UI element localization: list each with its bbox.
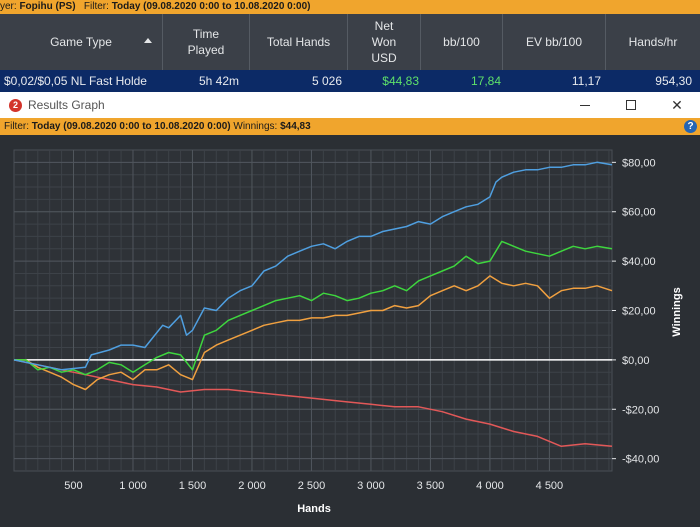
- x-tick-label: 3 000: [357, 480, 385, 492]
- x-tick-label: 500: [64, 480, 82, 492]
- y-tick-label: $60,00: [622, 207, 656, 219]
- x-tick-label: 2 500: [298, 480, 326, 492]
- window-title: Results Graph: [28, 98, 105, 112]
- cell-bb100: 17,84: [470, 74, 501, 88]
- grid-major: [14, 150, 612, 471]
- close-icon: ✕: [671, 96, 683, 113]
- results-graph: 500 1 000 1 500 2 000 2 500 3 000 3 500 4 000 4 …: [0, 135, 700, 522]
- help-icon[interactable]: ?: [684, 120, 697, 133]
- y-tick-label: $40,00: [622, 256, 656, 268]
- column-label: Net Won USD: [371, 19, 397, 65]
- player-label: yer:: [0, 1, 17, 12]
- x-axis-label: Hands: [297, 503, 331, 515]
- stats-table-header: Game Type Time Played Total Hands Net Wo…: [0, 14, 700, 70]
- x-tick-label: 3 500: [417, 480, 445, 492]
- series-line-3: [13, 359, 613, 448]
- close-button[interactable]: ✕: [654, 92, 700, 118]
- column-header-bb100[interactable]: bb/100: [421, 14, 503, 70]
- column-label: Game Type: [50, 35, 112, 49]
- column-header-time-played[interactable]: Time Played: [163, 14, 250, 70]
- column-label: Total Hands: [266, 35, 331, 49]
- player-value[interactable]: Fopihu (PS): [19, 1, 76, 12]
- cell-time-played: 5h 42m: [198, 74, 239, 88]
- top-filter-value[interactable]: Today (09.08.2020 0:00 to 10.08.2020 0:0…: [111, 1, 311, 12]
- minimize-button[interactable]: [562, 92, 608, 118]
- column-label: bb/100: [443, 35, 480, 49]
- column-label: Hands/hr: [628, 35, 678, 49]
- winnings-label: Winnings:: [233, 121, 278, 132]
- column-label: EV bb/100: [525, 35, 583, 49]
- column-header-net-won[interactable]: Net Won USD: [348, 14, 421, 70]
- top-filter-label: Filter:: [83, 1, 109, 12]
- y-axis-label: Winnings: [671, 287, 683, 336]
- top-filter-bar: yer: Fopihu (PS) Filter: Today (09.08.20…: [0, 0, 700, 14]
- y-tick-label: -$20,00: [622, 404, 659, 416]
- column-header-game-type[interactable]: Game Type: [0, 14, 163, 70]
- cell-hands-hr: 954,30: [655, 74, 692, 88]
- x-tick-label: 1 500: [179, 480, 207, 492]
- sort-ascending-icon: [144, 38, 152, 43]
- cell-ev-bb100: 11,17: [571, 74, 601, 88]
- x-tick-label: 2 000: [238, 480, 266, 492]
- graph-filter-bar: Filter: Today (09.08.2020 0:00 to 10.08.…: [0, 118, 700, 135]
- y-tick-label: $80,00: [622, 157, 656, 169]
- column-header-total-hands[interactable]: Total Hands: [250, 14, 348, 70]
- maximize-button[interactable]: [608, 92, 654, 118]
- cell-net-won: $44,83: [382, 74, 419, 88]
- minimize-icon: [580, 104, 590, 106]
- y-tick-label: -$40,00: [622, 454, 659, 466]
- window-titlebar: 2 Results Graph ✕: [0, 92, 700, 118]
- column-header-hands-hr[interactable]: Hands/hr: [606, 14, 700, 70]
- maximize-icon: [626, 100, 636, 110]
- x-tick-label: 4 500: [536, 480, 564, 492]
- table-row[interactable]: $0,02/$0,05 NL Fast Holde 5h 42m 5 026 $…: [0, 70, 700, 92]
- series-line-0: [13, 161, 613, 371]
- filter-label: Filter:: [4, 121, 29, 132]
- x-tick-label: 1 000: [119, 480, 147, 492]
- cell-game-type: $0,02/$0,05 NL Fast Holde: [4, 74, 147, 88]
- series-layer: [13, 161, 613, 448]
- column-header-ev-bb100[interactable]: EV bb/100: [503, 14, 606, 70]
- winnings-value: $44,83: [280, 121, 311, 132]
- y-tick-label: $20,00: [622, 306, 656, 318]
- x-tick-label: 4 000: [476, 480, 504, 492]
- ticks-layer: 500 1 000 1 500 2 000 2 500 3 000 3 500 4 000 4 …: [64, 157, 659, 492]
- series-line-1: [14, 240, 613, 376]
- y-tick-label: $0,00: [622, 355, 650, 367]
- app-logo-icon: 2: [9, 98, 22, 112]
- series-line-2: [14, 275, 613, 391]
- cell-total-hands: 5 026: [311, 74, 342, 88]
- column-label: Time Played: [187, 27, 225, 57]
- results-graph-svg: 500 1 000 1 500 2 000 2 500 3 000 3 500 4 000 4 …: [13, 149, 683, 515]
- filter-value[interactable]: Today (09.08.2020 0:00 to 10.08.2020 0:0…: [31, 121, 231, 132]
